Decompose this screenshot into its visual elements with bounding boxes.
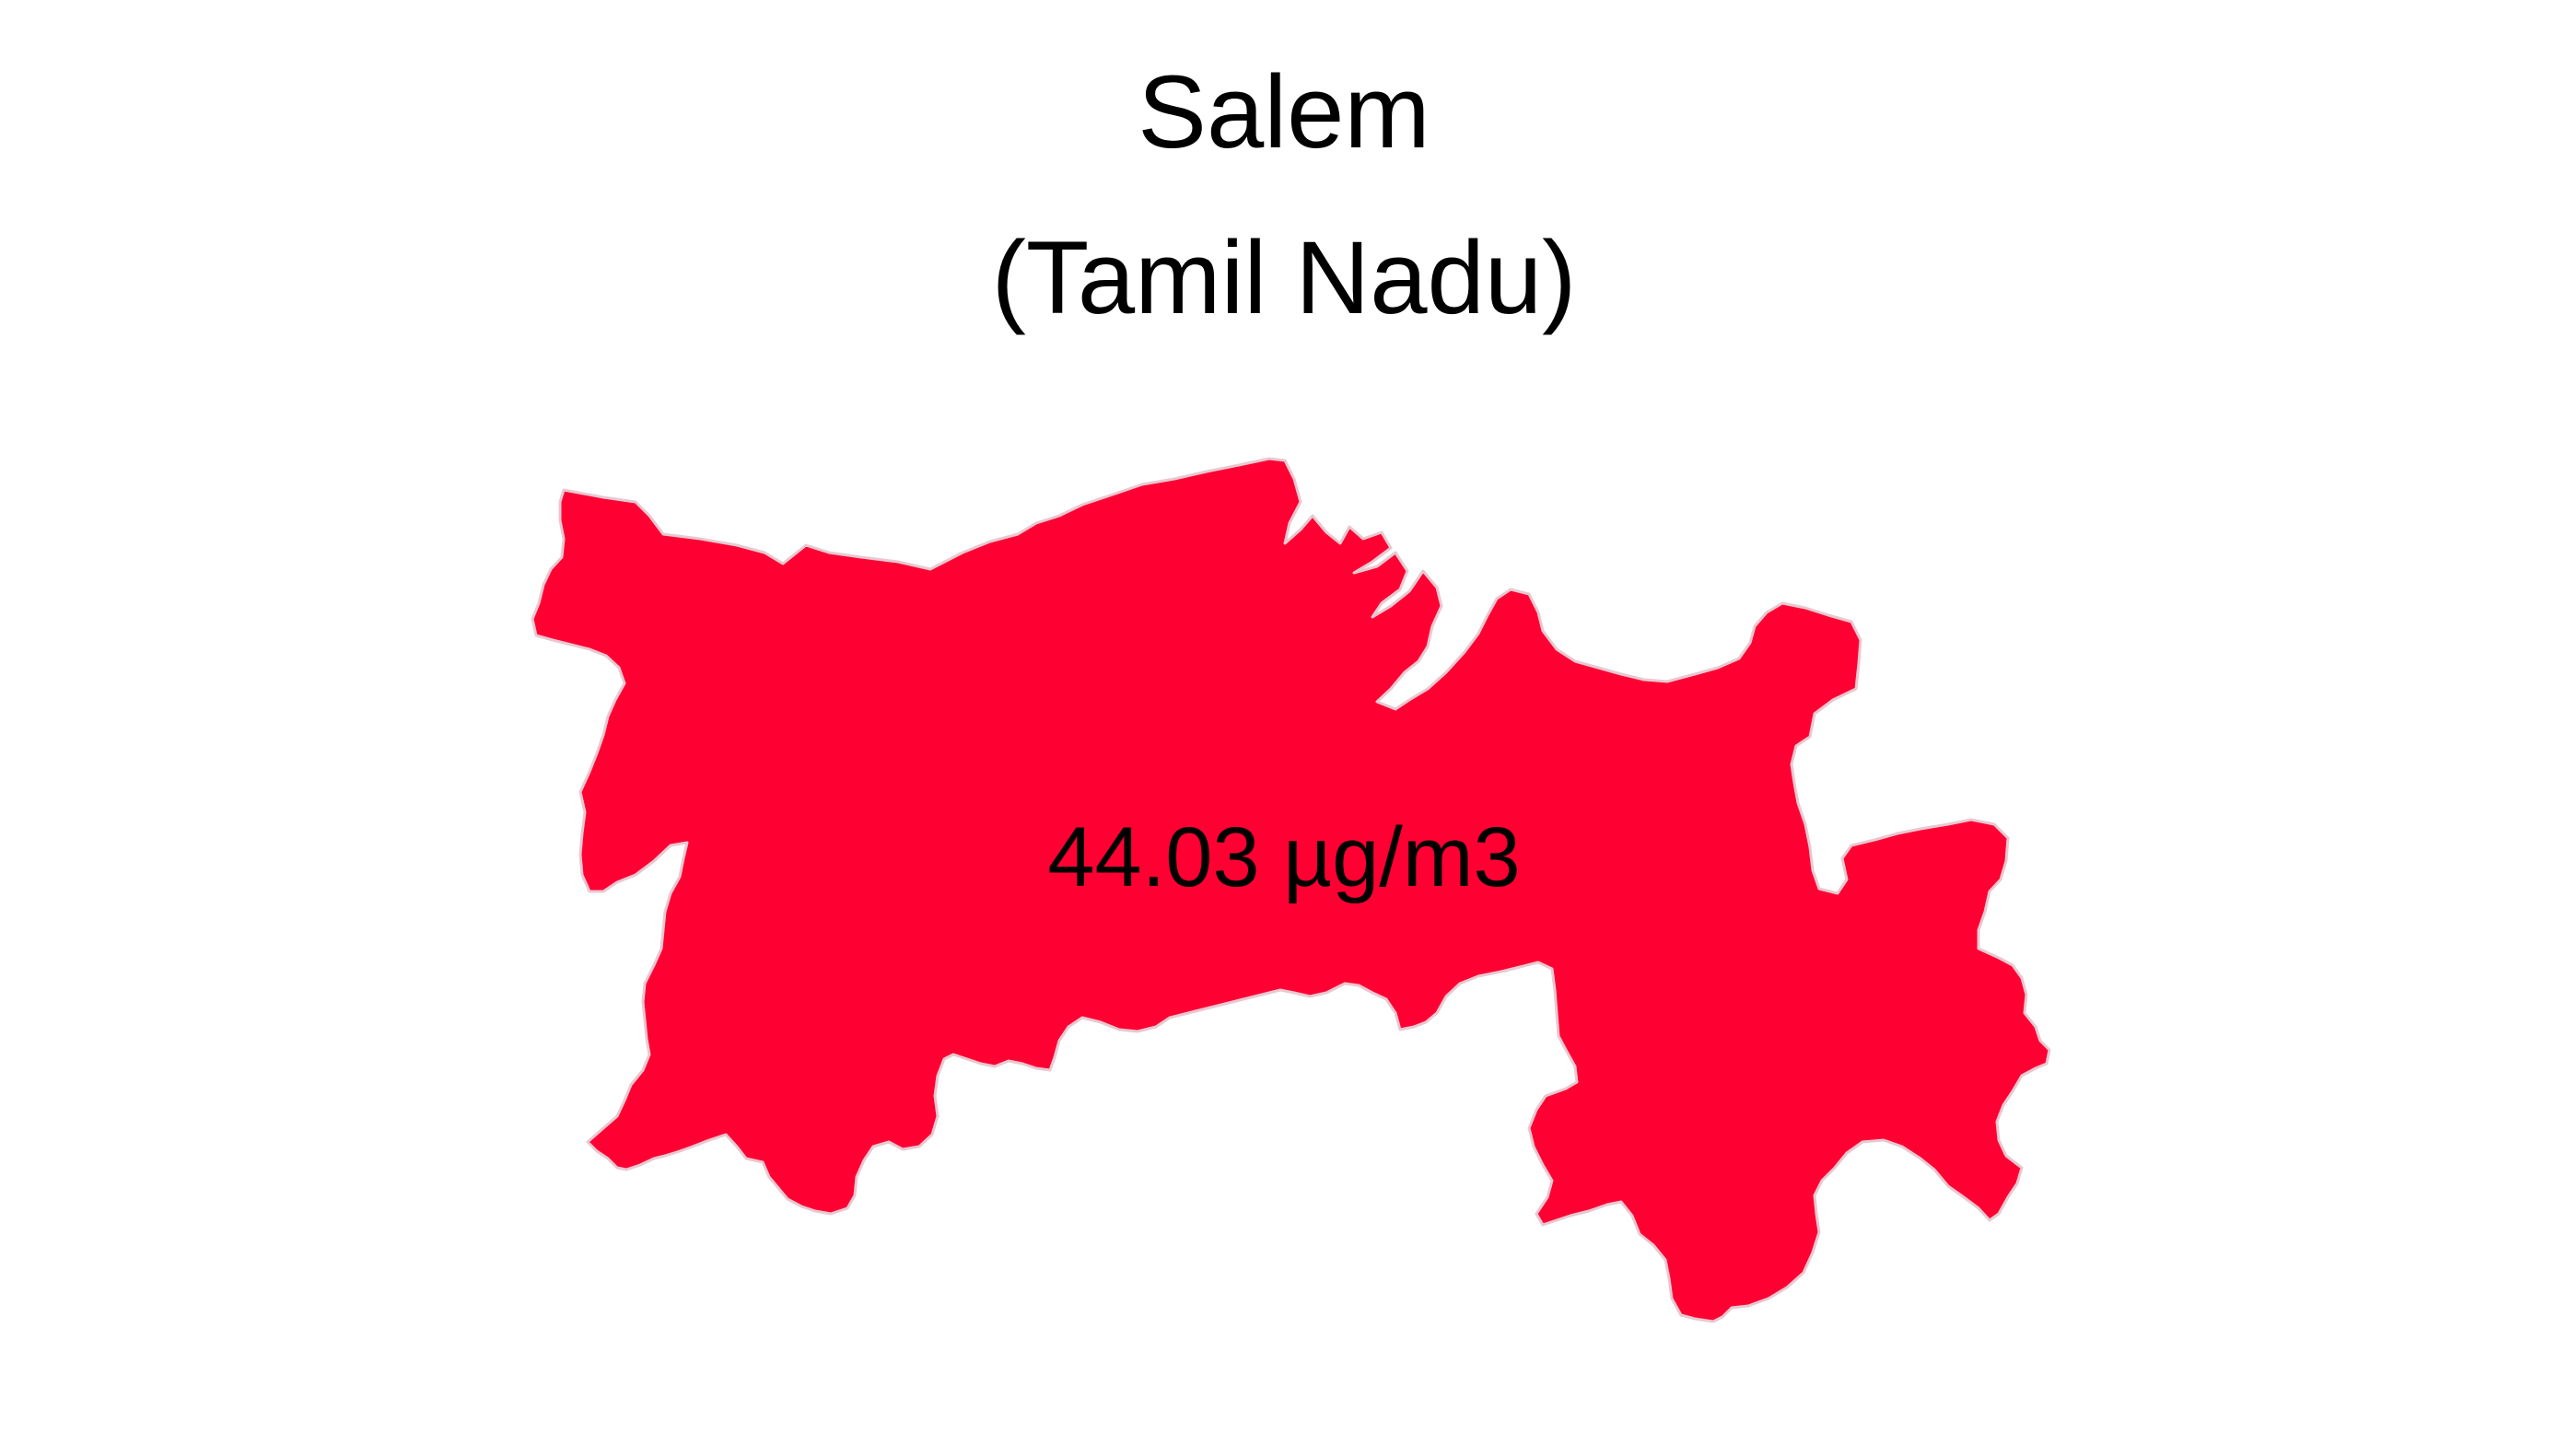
district-shape-salem[interactable] [531,457,2051,1323]
region-value-label: 44.03 µg/m3 [1047,810,1521,904]
map-title: Salem [1138,54,1430,169]
map-subtitle: (Tamil Nadu) [991,220,1577,335]
